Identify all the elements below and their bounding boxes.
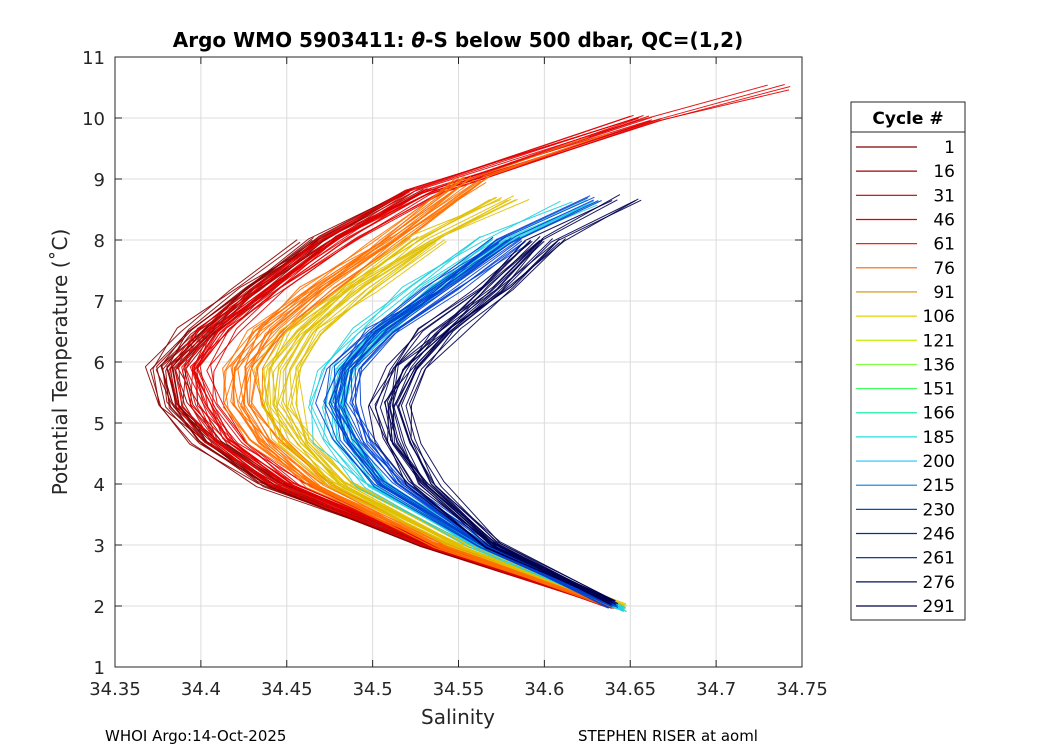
profile-line xyxy=(240,176,609,607)
profile-line xyxy=(223,176,617,609)
legend-label: 16 xyxy=(933,162,955,182)
y-tick-label: 5 xyxy=(94,414,105,435)
y-tick-label: 8 xyxy=(94,231,105,252)
legend-title: Cycle # xyxy=(872,109,943,129)
y-tick-label: 2 xyxy=(94,597,105,618)
profile-line xyxy=(398,199,642,605)
legend-label: 230 xyxy=(923,500,955,520)
legend-label: 291 xyxy=(923,597,955,617)
chart-title-suffix: -S below 500 dbar, QC=(1,2) xyxy=(425,28,743,52)
legend-label: 215 xyxy=(923,476,955,496)
profile-line xyxy=(374,242,611,603)
legend-label: 185 xyxy=(923,428,955,448)
legend-label: 1 xyxy=(944,138,955,158)
x-tick-label: 34.5 xyxy=(353,679,393,700)
profile-line xyxy=(250,132,612,608)
x-tick-label: 34.4 xyxy=(181,679,221,700)
profile-line xyxy=(253,237,624,607)
axis-ticks xyxy=(114,56,803,668)
y-tick-label: 9 xyxy=(94,170,105,191)
y-tick-label: 10 xyxy=(82,109,105,130)
y-tick-label: 1 xyxy=(94,658,105,679)
legend-label: 246 xyxy=(923,525,955,545)
profile-line xyxy=(182,116,640,606)
x-tick-label: 34.45 xyxy=(261,679,313,700)
footer-right: STEPHEN RISER at aoml xyxy=(578,727,758,745)
footer-left: WHOI Argo:14-Oct-2025 xyxy=(105,727,286,745)
profile-line xyxy=(248,236,618,609)
profile-line xyxy=(400,200,636,602)
profile-line xyxy=(281,240,618,605)
x-tick-label: 34.75 xyxy=(776,679,828,700)
y-tick-label: 3 xyxy=(94,536,105,557)
profile-line xyxy=(267,196,627,606)
profile-line xyxy=(368,239,615,602)
y-axis-label: Potential Temperature (˚C) xyxy=(48,229,72,496)
legend-label: 166 xyxy=(923,404,955,424)
y-tick-label: 7 xyxy=(94,292,105,313)
profile-lines xyxy=(144,84,791,612)
profile-line xyxy=(308,236,619,608)
profile-line xyxy=(387,240,609,604)
profile-line xyxy=(343,240,615,607)
profile-line xyxy=(232,177,617,609)
profile-line xyxy=(260,198,625,606)
x-tick-labels: 34.35 34.4 34.45 34.5 34.55 34.6 34.65 34.7 34.7… xyxy=(89,679,828,700)
chart-title-prefix: Argo WMO 5903411: xyxy=(173,28,412,52)
x-tick-label: 34.55 xyxy=(433,679,485,700)
profile-line xyxy=(160,242,614,609)
x-tick-label: 34.35 xyxy=(89,679,141,700)
legend-entries: 1 16 31 46 61 76 91 106 121 136 151 166 185 200 215 230… xyxy=(856,138,955,617)
profile-line xyxy=(311,236,618,609)
profile-line xyxy=(272,197,624,605)
profile-line xyxy=(185,117,639,605)
profile-line xyxy=(323,242,618,607)
profile-line xyxy=(184,119,640,609)
chart-title: Argo WMO 5903411: θ-S below 500 dbar, QC… xyxy=(173,28,743,52)
y-tick-label: 6 xyxy=(94,353,105,374)
profile-line xyxy=(332,238,612,609)
profile-line xyxy=(343,199,615,605)
legend-label: 91 xyxy=(933,283,955,303)
profile-line xyxy=(333,200,618,605)
legend-label: 261 xyxy=(923,549,955,569)
legend-label: 46 xyxy=(933,210,955,230)
profile-line xyxy=(276,199,618,606)
profile-line xyxy=(273,199,619,608)
legend: Cycle # 1 16 31 46 61 76 91 106 121 136 151 166 185 2… xyxy=(850,101,966,621)
x-tick-label: 34.65 xyxy=(604,679,656,700)
profile-line xyxy=(197,120,654,608)
legend-label: 121 xyxy=(923,331,955,351)
profile-line xyxy=(192,187,615,605)
legend-label: 200 xyxy=(923,452,955,472)
legend-label: 276 xyxy=(923,573,955,593)
y-tick-labels: 1 2 3 4 5 6 7 8 9 10 11 xyxy=(82,48,105,679)
profile-line xyxy=(223,180,616,607)
y-tick-label: 4 xyxy=(94,475,105,496)
profile-line xyxy=(329,196,612,608)
chart-title-theta: θ xyxy=(411,28,425,52)
legend-label: 31 xyxy=(933,186,955,206)
profile-line xyxy=(324,241,611,607)
x-tick-label: 34.6 xyxy=(524,679,564,700)
legend-label: 106 xyxy=(923,307,955,327)
profile-line xyxy=(389,199,618,603)
profile-line xyxy=(315,236,613,607)
y-tick-label: 11 xyxy=(82,48,105,69)
profile-line xyxy=(352,240,612,607)
legend-label: 61 xyxy=(933,235,955,255)
profile-line xyxy=(333,239,618,605)
legend-label: 136 xyxy=(923,355,955,375)
legend-label: 76 xyxy=(933,259,955,279)
x-tick-label: 34.7 xyxy=(696,679,736,700)
legend-label: 151 xyxy=(923,380,955,400)
x-axis-label: Salinity xyxy=(421,705,495,729)
